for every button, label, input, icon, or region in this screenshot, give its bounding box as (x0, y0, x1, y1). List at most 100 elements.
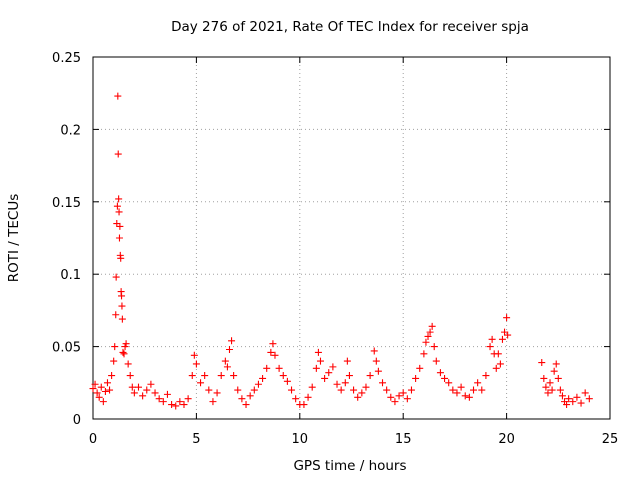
data-point (93, 389, 101, 397)
data-point (492, 364, 500, 372)
data-point (111, 343, 119, 351)
data-point (333, 380, 341, 388)
data-point (383, 386, 391, 394)
data-point (391, 398, 399, 406)
data-point (449, 386, 457, 394)
y-axis-label: ROTI / TECUs (6, 194, 22, 282)
data-point (115, 234, 123, 242)
data-point (113, 202, 121, 210)
data-point (103, 379, 111, 387)
data-point (558, 392, 566, 400)
data-point (217, 372, 225, 380)
y-tick-label: 0.1 (60, 268, 81, 283)
data-point (267, 348, 275, 356)
data-point (115, 208, 123, 216)
data-point (147, 380, 155, 388)
y-tick-label: 0.05 (52, 341, 81, 356)
data-point (488, 335, 496, 343)
data-point (117, 254, 125, 262)
x-tick-label: 25 (602, 432, 619, 447)
data-point (350, 386, 358, 394)
data-point (445, 379, 453, 387)
data-point (538, 359, 546, 367)
data-point (118, 292, 126, 300)
data-point (95, 393, 103, 401)
data-point (470, 386, 478, 394)
data-point (366, 372, 374, 380)
x-tick-label: 15 (395, 432, 412, 447)
data-point (99, 398, 107, 406)
data-point (184, 395, 192, 403)
data-point (314, 348, 322, 356)
data-point (441, 374, 449, 382)
data-point (254, 380, 262, 388)
data-point (101, 387, 109, 395)
y-tick-label: 0 (73, 413, 81, 428)
data-point (114, 150, 122, 158)
data-point (478, 386, 486, 394)
data-point (263, 364, 271, 372)
data-point (399, 389, 407, 397)
data-point (312, 364, 320, 372)
x-tick-label: 0 (89, 432, 97, 447)
data-point (504, 331, 512, 339)
data-point (192, 360, 200, 368)
data-point (89, 385, 97, 393)
data-point (546, 379, 554, 387)
data-point (112, 273, 120, 281)
data-point (585, 395, 593, 403)
data-point (498, 335, 506, 343)
data-point (172, 402, 180, 410)
data-point (168, 401, 176, 409)
data-point (221, 357, 229, 365)
data-point (205, 386, 213, 394)
data-point (430, 343, 438, 351)
data-point (143, 386, 151, 394)
data-point (329, 363, 337, 371)
data-point (581, 389, 589, 397)
data-point (225, 345, 233, 353)
data-point (486, 343, 494, 351)
data-point (563, 401, 571, 409)
data-point (259, 374, 267, 382)
data-point (372, 357, 380, 365)
data-point (271, 351, 279, 359)
data-point (116, 222, 124, 230)
data-point (345, 372, 353, 380)
data-point (550, 367, 558, 375)
data-point (354, 393, 362, 401)
data-point (279, 372, 287, 380)
data-point (461, 392, 469, 400)
axis-ticks: 0 5 10 15 20 25 0 0.05 0.1 0.15 0.2 0.25 (52, 51, 618, 447)
data-points (89, 92, 593, 410)
data-point (197, 379, 205, 387)
data-point (288, 386, 296, 394)
data-point (106, 386, 114, 394)
data-point (128, 383, 136, 391)
data-point (482, 372, 490, 380)
data-point (114, 92, 122, 100)
data-point (412, 374, 420, 382)
x-axis-label: GPS time / hours (293, 458, 406, 474)
data-point (250, 386, 258, 394)
data-point (358, 389, 366, 397)
x-tick-label: 10 (292, 432, 309, 447)
data-point (494, 350, 502, 358)
data-point (188, 372, 196, 380)
data-point (341, 379, 349, 387)
data-point (228, 337, 236, 345)
data-point (120, 350, 128, 358)
data-point (230, 372, 238, 380)
data-point (501, 328, 509, 336)
data-point (554, 374, 562, 382)
data-point (337, 386, 345, 394)
data-point (362, 383, 370, 391)
data-point (246, 392, 254, 400)
data-point (180, 401, 188, 409)
data-point (548, 386, 556, 394)
data-point (213, 389, 221, 397)
data-point (395, 392, 403, 400)
data-point (428, 322, 436, 330)
data-point (155, 395, 163, 403)
